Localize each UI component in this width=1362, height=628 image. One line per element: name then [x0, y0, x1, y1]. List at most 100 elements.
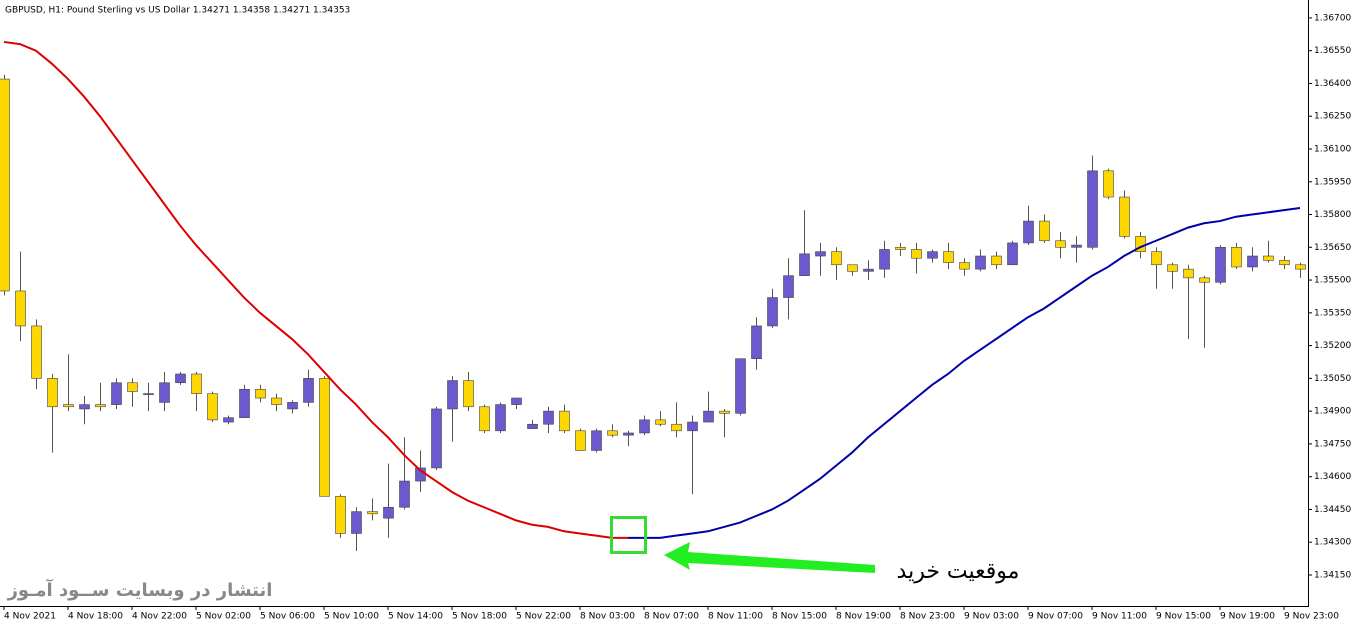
candle-body: [559, 410, 570, 432]
candle-body: [1007, 242, 1018, 266]
candle-body: [127, 382, 138, 392]
candle-body: [927, 251, 938, 259]
y-tick-label: 1.34900: [1314, 407, 1351, 417]
x-tick-label: 4 Nov 22:00: [132, 612, 187, 622]
candle-body: [1023, 220, 1034, 244]
x-tick-label: 9 Nov 19:00: [1220, 612, 1275, 622]
candle-body: [1103, 170, 1114, 198]
candle-body: [607, 430, 618, 436]
arrow: [664, 542, 875, 573]
candle-body: [847, 264, 858, 272]
candle-body: [15, 290, 26, 327]
candle-body: [1151, 251, 1162, 266]
candle-body: [367, 511, 378, 515]
x-tick-label: 5 Nov 14:00: [388, 612, 443, 622]
candle-body: [1087, 170, 1098, 248]
candle-body: [431, 408, 442, 469]
candle-body: [111, 382, 122, 405]
candle-body: [399, 480, 410, 508]
candle-body: [479, 406, 490, 432]
candle-body: [1055, 240, 1066, 248]
y-tick-label: 1.36100: [1314, 144, 1351, 154]
y-tick-label: 1.36550: [1314, 46, 1351, 56]
plot-area: [0, 40, 1306, 551]
candle-body: [1039, 220, 1050, 242]
candle-body: [511, 397, 522, 405]
annotation: موقعیت خرید: [897, 559, 1020, 584]
candle-body: [527, 423, 538, 429]
y-tick-label: 1.35200: [1314, 341, 1351, 351]
candle-body: [223, 417, 234, 423]
y-tick-label: 1.35950: [1314, 177, 1351, 187]
x-tick-label: 5 Nov 10:00: [324, 612, 379, 622]
candle-body: [255, 388, 266, 399]
candle-body: [959, 262, 970, 270]
candle-body: [575, 430, 586, 451]
x-tick-label: 5 Nov 06:00: [260, 612, 315, 622]
candle-body: [351, 511, 362, 534]
x-tick-label: 8 Nov 07:00: [644, 612, 699, 622]
x-tick-label: 8 Nov 19:00: [836, 612, 891, 622]
candle-body: [31, 325, 42, 379]
candle-body: [175, 373, 186, 384]
candle-body: [783, 275, 794, 298]
entry-box: [610, 516, 647, 554]
candle-body: [63, 404, 74, 408]
candle-body: [703, 410, 714, 423]
x-tick-label: 9 Nov 03:00: [964, 612, 1019, 622]
y-tick-label: 1.35350: [1314, 308, 1351, 318]
x-tick-label: 8 Nov 11:00: [708, 612, 763, 622]
candle-body: [639, 419, 650, 434]
moving-average: [3, 40, 628, 539]
x-tick-label: 9 Nov 23:00: [1284, 612, 1339, 622]
candle-body: [207, 393, 218, 421]
candle-body: [335, 496, 346, 534]
candle-body: [143, 393, 154, 395]
candle-body: [879, 249, 890, 270]
candle-body: [1215, 246, 1226, 283]
candle-body: [591, 430, 602, 451]
candle-body: [799, 253, 810, 276]
y-tick-label: 1.34750: [1314, 439, 1351, 449]
x-tick-label: 8 Nov 03:00: [580, 612, 635, 622]
candle-body: [671, 423, 682, 432]
candle-body: [719, 410, 730, 414]
candle-body: [895, 246, 906, 250]
y-tick-label: 1.35500: [1314, 276, 1351, 286]
chart-title: GBPUSD, H1: Pound Sterling vs US Dollar …: [5, 6, 350, 16]
candle-body: [943, 251, 954, 263]
candle-body: [0, 78, 10, 292]
y-tick-label: 1.34450: [1314, 505, 1351, 515]
candle-body: [463, 380, 474, 408]
y-tick-label: 1.34300: [1314, 538, 1351, 548]
candle-body: [911, 249, 922, 259]
candle-body: [159, 382, 170, 403]
y-tick-label: 1.36250: [1314, 112, 1351, 122]
candle-body: [239, 388, 250, 418]
y-tick-label: 1.36400: [1314, 79, 1351, 89]
candle-body: [863, 268, 874, 272]
candle-body: [1199, 277, 1210, 283]
candle-body: [383, 506, 394, 519]
candle-body: [1231, 246, 1242, 268]
candle-body: [1071, 244, 1082, 248]
candle-body: [319, 378, 330, 497]
moving-average: [628, 206, 1301, 539]
candle-body: [495, 404, 506, 432]
y-tick-label: 1.35650: [1314, 243, 1351, 253]
candle-body: [191, 373, 202, 394]
candle-body: [735, 358, 746, 414]
candle-body: [1247, 255, 1258, 268]
candle-body: [1183, 268, 1194, 279]
y-tick-label: 1.35050: [1314, 374, 1351, 384]
watermark: انتشار در وبسایت ســود آمـوز: [7, 578, 273, 601]
candle-body: [95, 404, 106, 408]
x-tick-label: 4 Nov 2021: [4, 612, 56, 622]
candle-body: [447, 380, 458, 410]
candle-body: [543, 410, 554, 425]
candle-body: [767, 297, 778, 327]
candle-body: [47, 378, 58, 408]
candle-body: [687, 421, 698, 432]
